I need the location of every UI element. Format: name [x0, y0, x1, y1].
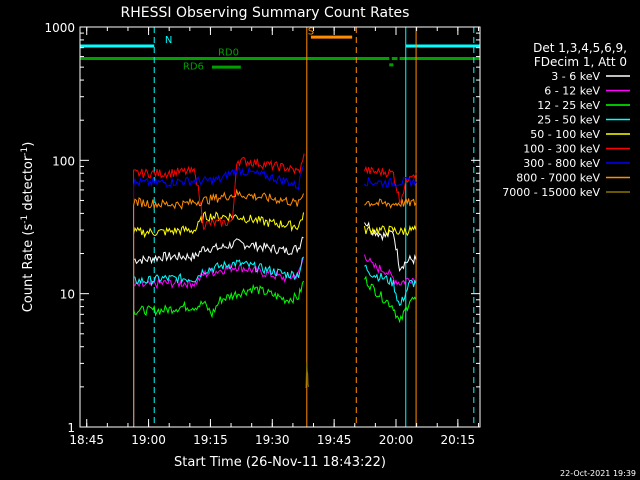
- series-line-6: [133, 165, 417, 427]
- x-axis: 18:45 19:00 19:15 19:30 19:45 20:00 20:15: [69, 27, 479, 447]
- y-tick-label-1: 10: [60, 288, 75, 302]
- x-tick-label-3: 19:30: [255, 433, 290, 447]
- x-tick-label-4: 19:45: [317, 433, 352, 447]
- x-axis-label: Start Time (26-Nov-11 18:43:22): [174, 455, 386, 470]
- legend-label-4: 50 - 100 keV: [530, 128, 600, 141]
- series-line-3: [133, 256, 417, 427]
- x-tick-label-1: 19:00: [131, 433, 166, 447]
- annotation-3: S: [308, 26, 314, 37]
- y-axis-label-tail: detector: [21, 155, 36, 215]
- series-line-8: [305, 362, 309, 389]
- series-line-4: [133, 211, 417, 427]
- chart-title: RHESSI Observing Summary Count Rates: [121, 5, 410, 21]
- y-tick-label-3: 1000: [44, 21, 75, 35]
- y-axis-label: Count Rate (s-1 detector-1): [20, 142, 36, 313]
- series-line-2: [133, 275, 417, 427]
- annotations: N RD0 RD6 S: [165, 26, 314, 72]
- legend-header-1: Det 1,3,4,5,6,9,: [533, 41, 627, 55]
- legend-label-6: 300 - 800 keV: [523, 157, 600, 170]
- x-tick-label-5: 20:00: [379, 433, 414, 447]
- flag-bars: [80, 35, 480, 69]
- y-axis-label-main: Count Rate (s: [21, 224, 36, 313]
- legend-label-3: 25 - 50 keV: [537, 114, 600, 127]
- plot-frame: [79, 26, 481, 428]
- legend-label-7: 800 - 7000 keV: [516, 172, 600, 185]
- y-axis-label-sup2: -1: [20, 147, 30, 156]
- annotation-2: RD6: [183, 62, 204, 73]
- annotation-0: N: [165, 35, 172, 46]
- series-line-1: [133, 254, 417, 427]
- series-lines: [133, 153, 417, 427]
- legend-label-0: 3 - 6 keV: [551, 70, 600, 83]
- legend-label-8: 7000 - 15000 keV: [502, 186, 600, 199]
- y-tick-label-0: 1: [67, 421, 75, 435]
- x-tick-label-0: 18:45: [69, 433, 104, 447]
- annotation-1: RD0: [218, 48, 239, 59]
- y-axis-label-close: ): [21, 142, 36, 147]
- y-tick-label-2: 100: [52, 154, 75, 168]
- series-line-7: [133, 188, 417, 427]
- x-tick-label-6: 20:15: [441, 433, 476, 447]
- legend-label-5: 100 - 300 keV: [523, 143, 600, 156]
- y-axis: 1 10 100 1000: [44, 21, 480, 435]
- series-line-5: [133, 153, 417, 427]
- generated-timestamp: 22-Oct-2021 19:39: [560, 469, 636, 478]
- x-tick-label-2: 19:15: [193, 433, 228, 447]
- y-axis-label-sup: -1: [20, 215, 30, 224]
- legend-label-2: 12 - 25 keV: [537, 99, 600, 112]
- legend-label-1: 6 - 12 keV: [544, 85, 600, 98]
- legend-header-2: FDecim 1, Att 0: [534, 55, 627, 69]
